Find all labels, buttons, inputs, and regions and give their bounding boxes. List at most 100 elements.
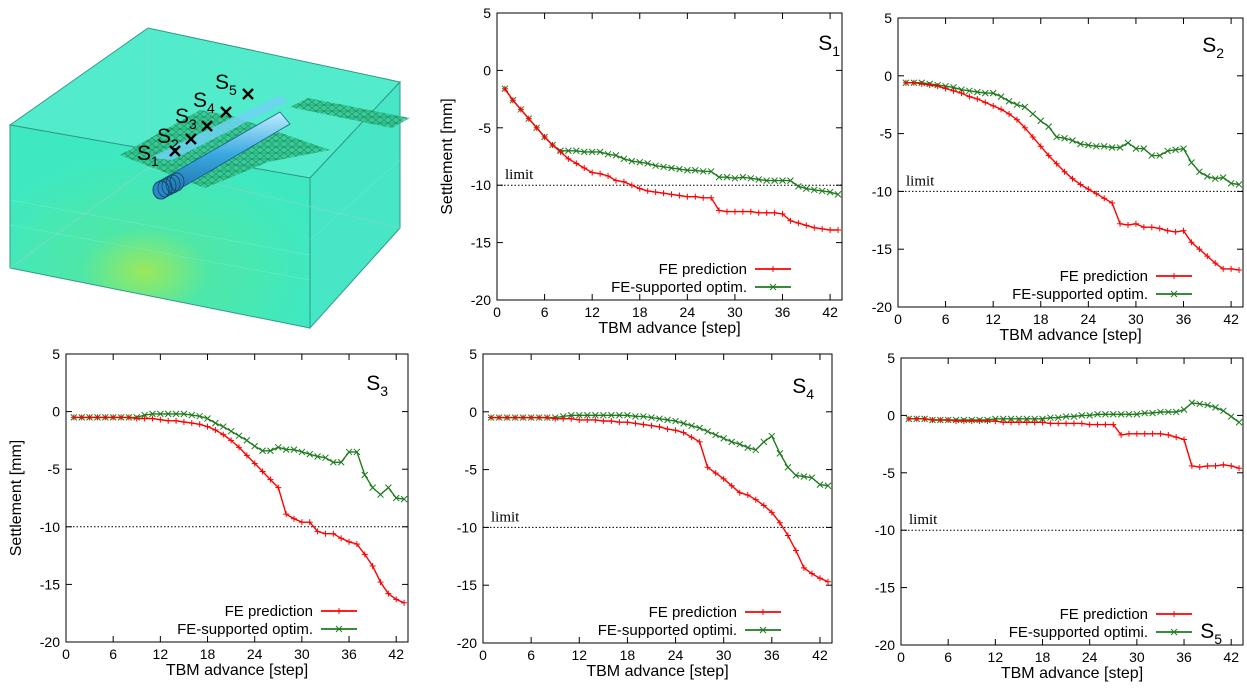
chart-s2: -20 -15 -10 -5 0 5 0 6 12 18 24 30 36 42 TBM advance [… — [872, 10, 1244, 344]
data-point — [771, 177, 778, 184]
x-tick-label: 24 — [668, 647, 684, 663]
model-point-label: S4 — [193, 89, 215, 116]
data-point — [1109, 410, 1117, 418]
data-point — [1188, 159, 1195, 166]
y-tick-label: 0 — [887, 407, 895, 423]
data-point — [219, 423, 227, 430]
data-point — [816, 481, 824, 488]
data-point — [683, 166, 691, 174]
data-point — [1188, 399, 1196, 407]
model-point-label: S2 — [157, 125, 179, 152]
x-tick-label: 0 — [493, 304, 501, 320]
x-tick-label: 24 — [1081, 311, 1097, 327]
data-point — [768, 432, 776, 440]
x-tick-label: 42 — [1223, 649, 1239, 665]
data-point — [290, 446, 298, 453]
marker-s1 — [169, 145, 181, 157]
legend-entry-label: FE prediction — [225, 603, 313, 620]
x-tick-label: 12 — [153, 646, 169, 662]
y-tick-label: -15 — [457, 577, 477, 593]
data-point — [1005, 97, 1013, 105]
data-point — [259, 447, 266, 455]
limit-label: limit — [906, 173, 935, 189]
y-tick-label: 5 — [52, 346, 60, 362]
x-axis-label: TBM advance [step] — [1001, 665, 1143, 682]
y-tick-label: -20 — [40, 634, 60, 650]
data-point — [1021, 103, 1029, 111]
data-point — [227, 427, 235, 435]
x-tick-label: 42 — [822, 304, 838, 320]
x-tick-label: 0 — [479, 647, 487, 663]
data-point — [699, 168, 707, 175]
data-point — [1235, 418, 1243, 426]
data-point — [1045, 123, 1053, 131]
y-tick-label: 0 — [52, 404, 60, 420]
data-point — [680, 420, 687, 427]
data-point — [728, 438, 736, 446]
data-point — [1124, 139, 1132, 147]
data-point — [565, 147, 572, 155]
data-point — [1015, 415, 1023, 423]
data-point — [715, 173, 723, 181]
y-tick-label: -20 — [875, 637, 895, 653]
data-point — [567, 411, 575, 419]
data-point — [274, 443, 282, 451]
data-point — [608, 411, 615, 419]
data-point — [1133, 410, 1141, 418]
data-point — [1117, 410, 1125, 418]
data-point — [1156, 152, 1164, 159]
data-point — [624, 411, 631, 419]
plot-frame — [496, 12, 843, 301]
x-tick-label: 12 — [584, 304, 600, 320]
x-tick-label: 36 — [341, 646, 357, 662]
y-tick-label: -5 — [883, 465, 896, 481]
data-point — [1235, 181, 1243, 188]
data-point — [966, 87, 973, 95]
data-point — [616, 411, 623, 419]
data-point — [958, 86, 965, 94]
data-point — [1170, 628, 1178, 636]
data-point — [997, 93, 1005, 100]
model-point-label: S3 — [175, 105, 197, 132]
legend-entry-label: FE-supported optim. — [611, 279, 747, 296]
data-point — [1219, 407, 1227, 415]
x-tick-label: 24 — [1082, 649, 1098, 665]
x-axis-label: TBM advance [step] — [999, 327, 1141, 344]
data-point — [180, 410, 188, 418]
x-tick-label: 24 — [247, 646, 263, 662]
series-fe-supported-optim — [501, 85, 842, 198]
data-point — [652, 162, 659, 170]
data-point — [1172, 408, 1180, 416]
data-point — [596, 148, 604, 156]
legend-entry-label: FE prediction — [1060, 606, 1148, 623]
data-point — [1164, 147, 1172, 155]
data-point — [243, 437, 251, 444]
x-tick-label: 12 — [571, 647, 587, 663]
data-point — [656, 415, 663, 423]
data-point — [1070, 413, 1078, 420]
data-point — [620, 155, 628, 163]
tunnel-surface-strip — [150, 95, 288, 160]
data-point — [973, 88, 981, 96]
y-tick-label: -15 — [471, 235, 491, 251]
marker-s5 — [242, 88, 254, 100]
data-point — [377, 491, 384, 498]
data-point — [1196, 168, 1203, 176]
data-point — [795, 182, 802, 190]
data-point — [1149, 409, 1156, 417]
data-point — [800, 473, 808, 480]
panel-label: S5 — [1200, 620, 1222, 647]
data-point — [1069, 137, 1076, 144]
data-point — [196, 412, 204, 420]
x-tick-label: 42 — [1223, 311, 1239, 327]
data-point — [784, 463, 792, 471]
data-point — [583, 411, 591, 419]
data-point — [989, 89, 997, 97]
data-point — [384, 484, 392, 491]
x-tick-label: 30 — [1128, 311, 1144, 327]
legend-entry-label: FE-supported optim. — [1012, 286, 1148, 303]
data-point — [824, 482, 832, 490]
data-point — [1061, 134, 1068, 142]
data-point — [664, 416, 671, 424]
